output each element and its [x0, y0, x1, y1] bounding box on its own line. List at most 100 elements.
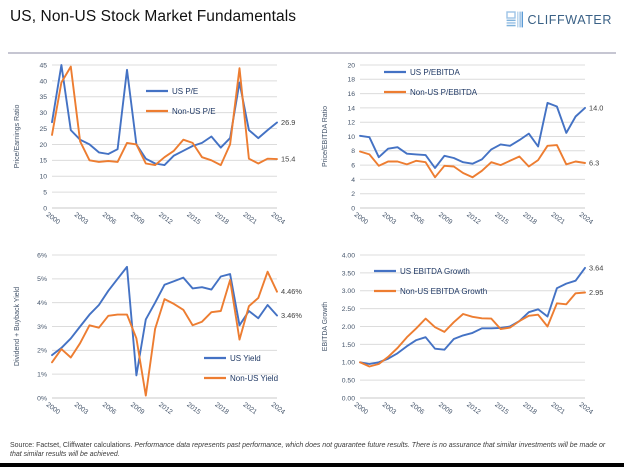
- y-tick-label: 10: [39, 174, 47, 181]
- y-tick-label: 2.50: [342, 306, 355, 313]
- end-data-label: 15.4: [281, 154, 295, 163]
- x-tick-label: 2000: [45, 212, 62, 227]
- pe-ratio-chart: 0 5 10 15 20 25 30 35 40 45 Price/Earnings Ratio 20…: [8, 58, 308, 243]
- y-tick-label: 35: [39, 94, 47, 101]
- x-tick-label: 2018: [213, 402, 230, 417]
- legend-label-us: US P/EBITDA: [410, 68, 460, 77]
- x-tick-label: 2024: [270, 402, 287, 417]
- y-tick-label: 5: [43, 190, 47, 197]
- legend-label-non_us: Non-US Yield: [230, 374, 278, 383]
- x-tick-label: 2009: [437, 402, 454, 417]
- legend-label-non_us: Non-US P/EBITDA: [410, 88, 478, 97]
- end-data-label: 6.3: [589, 158, 599, 167]
- y-tick-label: 14: [347, 105, 355, 112]
- legend-label-non_us: Non-US EBITDA Growth: [400, 287, 487, 296]
- x-tick-label: 2024: [578, 212, 595, 227]
- y-tick-label: 0%: [37, 395, 47, 402]
- y-tick-label: 40: [39, 78, 47, 85]
- y-tick-label: 25: [39, 126, 47, 133]
- end-data-label: 4.46%: [281, 287, 302, 296]
- x-tick-label: 2012: [465, 402, 482, 417]
- y-tick-label: 6: [351, 163, 355, 170]
- series-line-us: [359, 266, 586, 365]
- y-tick-label: 3.50: [342, 270, 355, 277]
- series-line-non_us: [51, 65, 278, 167]
- source-text: Source: Factset, Cliffwater calculations…: [10, 442, 135, 449]
- header-divider: [8, 52, 616, 54]
- y-tick-label: 5%: [37, 276, 47, 283]
- x-tick-label: 2003: [73, 402, 90, 417]
- y-tick-label: 1.00: [342, 360, 355, 367]
- x-tick-label: 2003: [381, 212, 398, 227]
- y-axis-title: EBITDA Growth: [322, 302, 329, 352]
- legend-label-non_us: Non-US P/E: [172, 107, 216, 116]
- x-tick-label: 2009: [129, 402, 146, 417]
- x-tick-label: 2024: [578, 402, 595, 417]
- legend-label-us: US P/E: [172, 87, 198, 96]
- series-line-us: [51, 64, 278, 167]
- y-tick-label: 15: [39, 158, 47, 165]
- legend-label-us: US Yield: [230, 354, 261, 363]
- chart-canvas: 0 5 10 15 20 25 30 35 40 45 Price/Earnings Ratio 20…: [14, 62, 295, 227]
- y-tick-label: 10: [347, 134, 355, 141]
- y-tick-label: 20: [347, 62, 355, 69]
- y-tick-label: 16: [347, 91, 355, 98]
- y-tick-label: 0: [43, 205, 47, 212]
- x-tick-label: 2009: [129, 212, 146, 227]
- y-tick-label: 12: [347, 120, 355, 127]
- y-tick-label: 3.00: [342, 288, 355, 295]
- ebitda-growth-chart: 0.00 0.50 1.00 1.50 2.00 2.50 3.00 3.50 4.00 EBIT…: [316, 248, 616, 433]
- y-tick-label: 0.00: [342, 395, 355, 402]
- cliffwater-logo: CLIFFWATER: [505, 11, 612, 28]
- x-tick-label: 2000: [45, 402, 62, 417]
- dividend-buyback-yield-chart: 0% 1% 2% 3% 4% 5% 6% Dividend + Buyback Yield 20…: [8, 248, 308, 433]
- end-data-label: 3.64: [589, 263, 603, 272]
- y-tick-label: 30: [39, 110, 47, 117]
- cliffwater-logo-text: CLIFFWATER: [527, 12, 612, 27]
- x-tick-label: 2021: [242, 212, 259, 227]
- x-tick-label: 2003: [73, 212, 90, 227]
- y-tick-label: 4%: [37, 300, 47, 307]
- end-data-label: 3.46%: [281, 311, 302, 320]
- y-tick-label: 20: [39, 142, 47, 149]
- y-tick-label: 4: [351, 177, 355, 184]
- y-tick-label: 1%: [37, 372, 47, 379]
- series-line-us: [359, 101, 586, 169]
- cliffwater-logo-icon: [505, 11, 523, 28]
- y-tick-label: 0: [351, 205, 355, 212]
- chart-canvas: 0% 1% 2% 3% 4% 5% 6% Dividend + Buyback Yield 20…: [14, 252, 302, 417]
- x-tick-label: 2024: [270, 212, 287, 227]
- y-axis-title: Dividend + Buyback Yield: [14, 287, 21, 366]
- legend-label-us: US EBITDA Growth: [400, 267, 470, 276]
- y-tick-label: 0.50: [342, 378, 355, 385]
- x-tick-label: 2018: [521, 402, 538, 417]
- x-tick-label: 2012: [157, 212, 174, 227]
- y-tick-label: 18: [347, 77, 355, 84]
- series-line-non_us: [359, 291, 586, 368]
- x-tick-label: 2018: [213, 212, 230, 227]
- y-tick-label: 1.50: [342, 342, 355, 349]
- x-tick-label: 2018: [521, 212, 538, 227]
- y-tick-label: 45: [39, 62, 47, 69]
- x-tick-label: 2006: [409, 212, 426, 227]
- chart-canvas: 0.00 0.50 1.00 1.50 2.00 2.50 3.00 3.50 4.00 EBIT…: [322, 252, 603, 417]
- series-line-non_us: [359, 144, 586, 179]
- bottom-border-bar: [0, 463, 624, 467]
- x-tick-label: 2021: [550, 402, 567, 417]
- x-tick-label: 2000: [353, 212, 370, 227]
- series-line-non_us: [51, 270, 278, 397]
- x-tick-label: 2015: [493, 212, 510, 227]
- x-tick-label: 2012: [465, 212, 482, 227]
- end-data-label: 14.0: [589, 103, 603, 112]
- y-tick-label: 3%: [37, 324, 47, 331]
- y-tick-label: 8: [351, 148, 355, 155]
- disclaimer-text: Performance data represents past perform…: [10, 442, 606, 458]
- end-data-label: 26.9: [281, 118, 295, 127]
- end-data-label: 2.95: [589, 288, 603, 297]
- x-tick-label: 2015: [185, 212, 202, 227]
- x-tick-label: 2006: [409, 402, 426, 417]
- price-ebitda-ratio-chart: 0 2 4 6 8 10 12 14 16 18 20 Price/EBITDA Ratio 2000 2…: [316, 58, 616, 243]
- source-disclaimer-text: Source: Factset, Cliffwater calculations…: [10, 441, 614, 459]
- page-title: US, Non-US Stock Market Fundamentals: [10, 8, 297, 25]
- chart-canvas: 0 2 4 6 8 10 12 14 16 18 20 Price/EBITDA Ratio 2000 2…: [322, 62, 603, 227]
